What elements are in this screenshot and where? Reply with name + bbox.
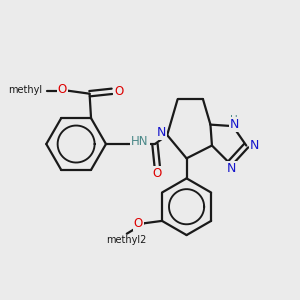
Text: N: N: [157, 126, 167, 139]
Text: H: H: [230, 115, 238, 124]
Text: methyl2: methyl2: [106, 235, 147, 245]
Text: HN: HN: [131, 135, 149, 148]
Text: N: N: [227, 162, 236, 175]
Text: N: N: [250, 139, 259, 152]
Text: N: N: [230, 118, 239, 131]
Text: methyl: methyl: [9, 85, 43, 95]
Text: O: O: [114, 85, 123, 98]
Text: O: O: [153, 167, 162, 180]
Text: O: O: [58, 83, 67, 96]
Text: O: O: [134, 217, 143, 230]
